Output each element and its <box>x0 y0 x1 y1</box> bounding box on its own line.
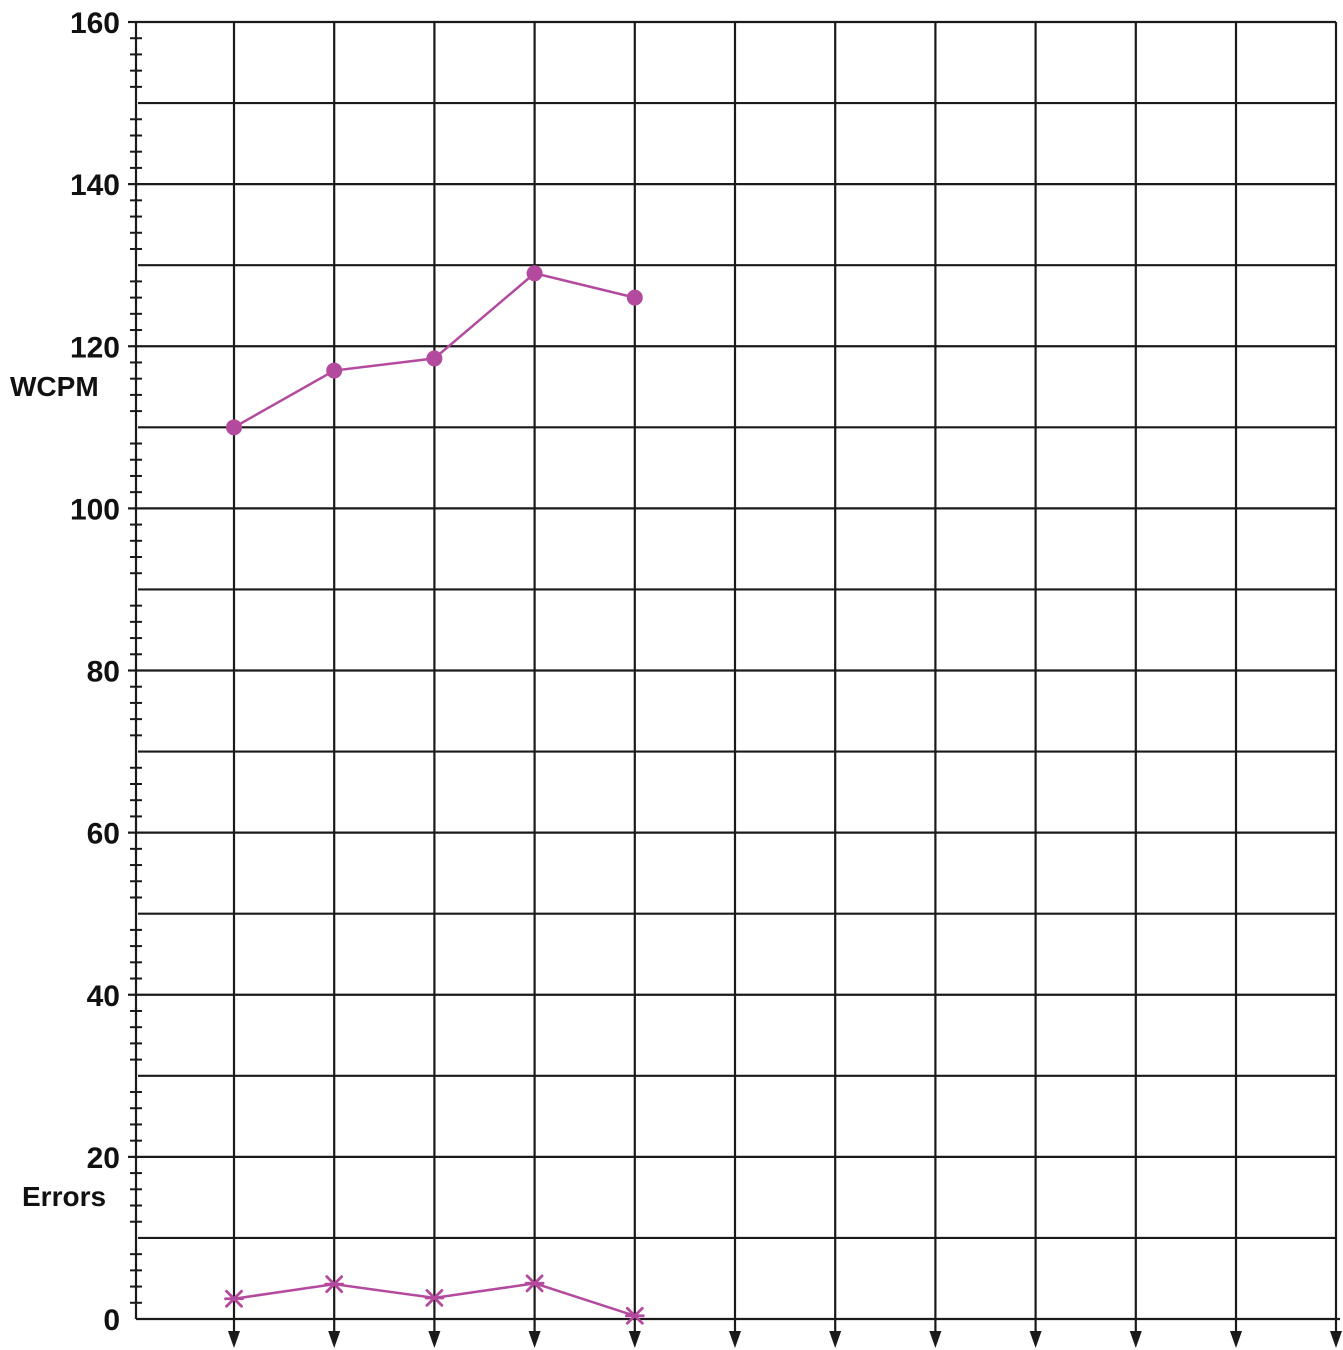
y-tick-label: 120 <box>70 331 120 364</box>
y-tick-label: 160 <box>70 7 120 40</box>
errors-point <box>624 1306 645 1325</box>
x-arrow-icon <box>1230 1331 1242 1348</box>
wcpm-point <box>526 265 543 282</box>
x-arrow-icon <box>829 1331 842 1348</box>
x-arrow-icon <box>628 1331 641 1348</box>
y-tick-label: 20 <box>87 1142 120 1175</box>
y-axis-minor-ticks <box>130 37 142 1304</box>
x-arrow-icon <box>528 1331 541 1348</box>
y-axis-label: WCPM <box>10 371 99 402</box>
x-arrow-icon <box>1129 1331 1142 1348</box>
y-tick-label: 100 <box>70 493 120 526</box>
wcpm-point <box>326 362 343 379</box>
y-tick-label: 40 <box>87 980 120 1013</box>
wcpm-point <box>426 350 443 367</box>
x-arrow-icon <box>1029 1331 1042 1348</box>
grid <box>128 20 1342 1348</box>
errors-point <box>524 1274 545 1293</box>
wcpm-point <box>226 419 242 436</box>
y-tick-label: 80 <box>87 656 120 689</box>
wcpm-point <box>626 289 643 306</box>
x-arrow-icon <box>228 1331 240 1348</box>
y-tick-label: 60 <box>87 818 120 851</box>
x-arrow-icon <box>428 1331 441 1348</box>
errors-point <box>224 1289 244 1308</box>
y-tick-label: 140 <box>70 169 120 202</box>
y-tick-label: 0 <box>103 1304 120 1337</box>
errors-label: Errors <box>22 1181 106 1212</box>
x-arrow-icon <box>729 1331 741 1348</box>
y-axis-tick-labels: 0 20 40 60 80 100 120 140 160 <box>70 7 120 1337</box>
errors-point <box>324 1275 345 1294</box>
series <box>224 265 645 1325</box>
x-arrow-icon <box>1330 1331 1342 1348</box>
x-arrow-icon <box>328 1331 341 1348</box>
errors-point <box>424 1289 445 1307</box>
x-arrow-icon <box>929 1331 942 1348</box>
